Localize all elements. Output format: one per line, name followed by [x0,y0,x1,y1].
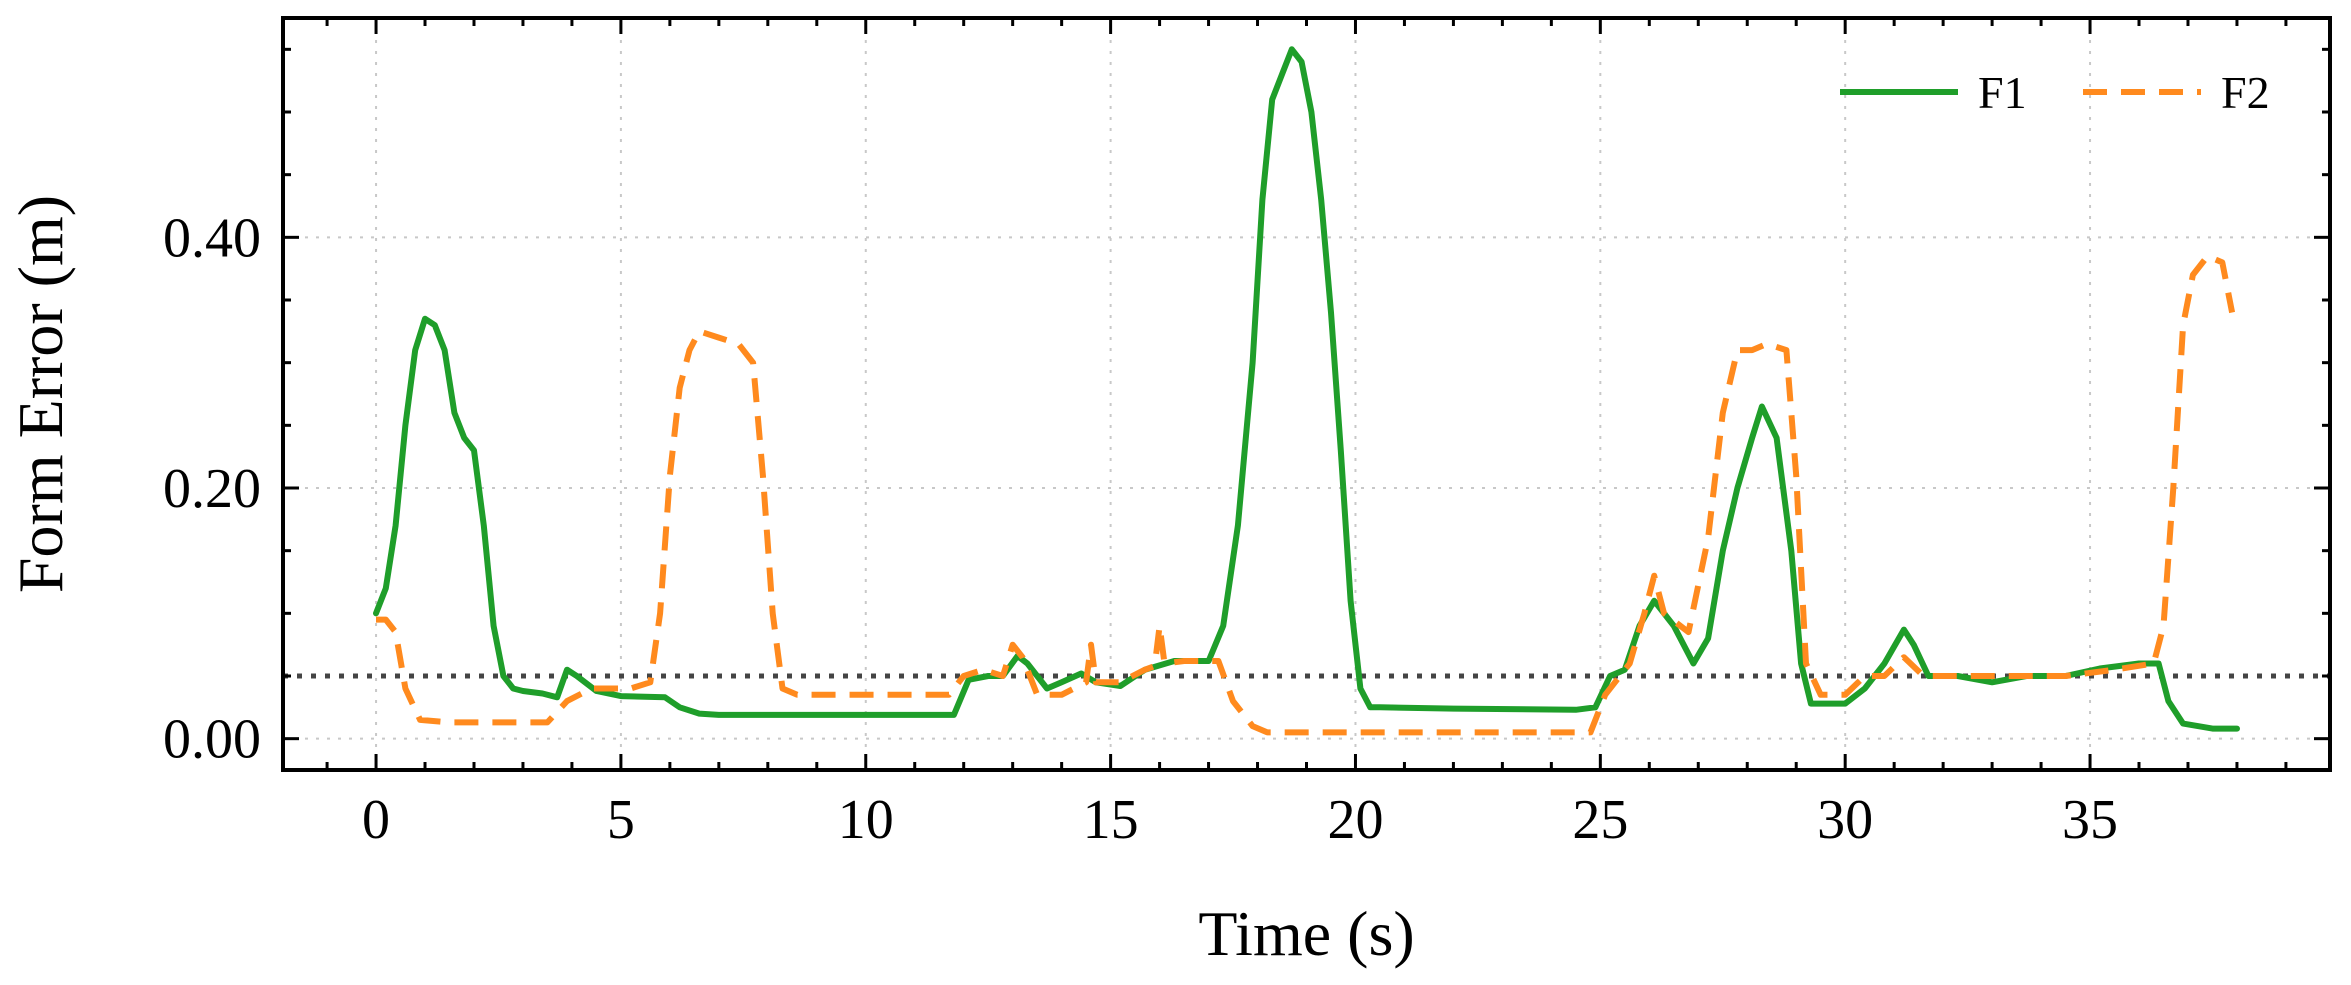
plot-frame [281,16,2332,772]
y-tick-label: 0.20 [163,458,261,520]
x-grid-lines [375,18,2092,770]
series-layer [373,46,2240,736]
x-tick-label: 0 [362,789,390,851]
series-line-f1 [373,46,2240,732]
y-tick-label: 0.00 [163,709,261,771]
y-ticks: 0.00 0.20 0.40 [163,47,2330,771]
x-tick-label: 10 [838,789,894,851]
legend-label-f2: F2 [2221,67,2270,118]
x-axis-title: Time (s) [1198,898,1414,969]
legend-label-f1: F1 [1978,67,2027,118]
y-tick-label: 0.40 [163,207,261,269]
x-tick-label: 30 [1817,789,1873,851]
x-tick-label: 25 [1572,789,1628,851]
x-ticks: 0 5 10 15 20 25 30 35 [325,18,2288,851]
legend: F1 F2 [1840,67,2270,118]
x-tick-label: 15 [1083,789,1139,851]
y-axis-title: Form Error (m) [5,195,76,593]
series-line-f2 [376,253,2236,736]
x-tick-label: 35 [2062,789,2118,851]
y-grid-lines [283,236,2330,740]
x-tick-label: 5 [607,789,635,851]
x-tick-label: 20 [1327,789,1383,851]
